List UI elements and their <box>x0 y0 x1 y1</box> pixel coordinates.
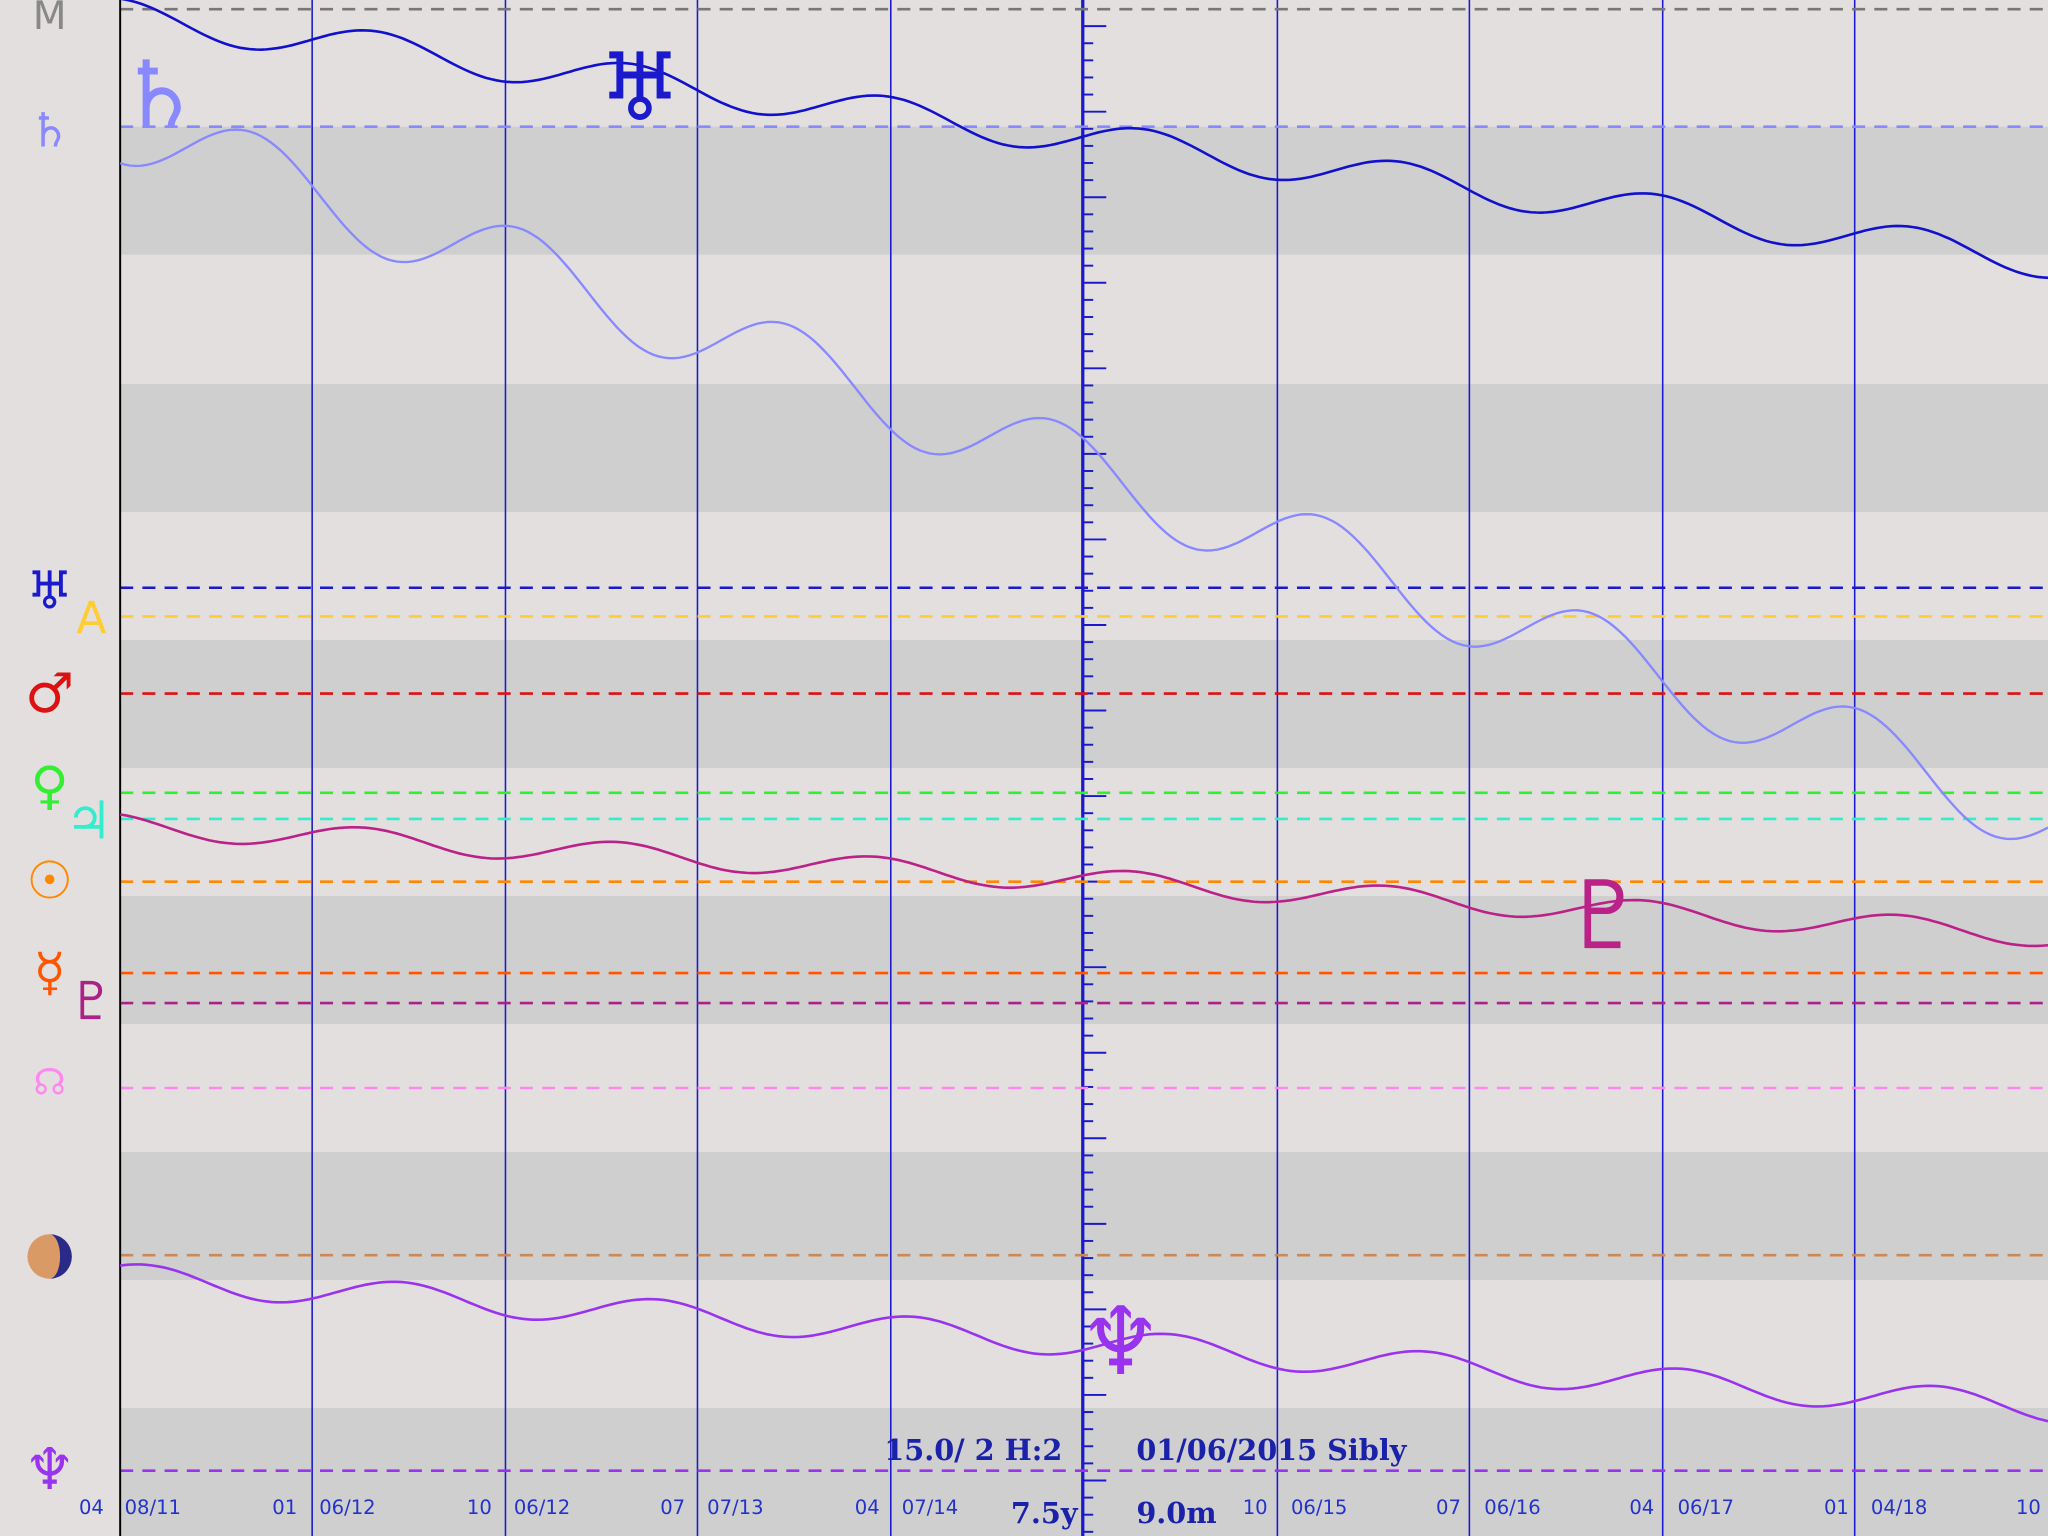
planet-glyph: ♆ <box>24 1436 76 1503</box>
orb-text: 15.0/ 2 H:2 <box>884 1433 1062 1467</box>
planet-glyph: ♅ <box>26 562 73 622</box>
curves <box>119 0 2048 1423</box>
saturn-curve <box>119 128 2048 841</box>
date-label: 04 <box>79 1496 104 1519</box>
neptune-curve <box>120 1263 2048 1423</box>
date-label: 06/15 <box>1291 1496 1347 1519</box>
pluto-curve <box>119 813 2048 948</box>
planet-glyph: ♀ <box>30 756 68 816</box>
date-label: 06/16 <box>1484 1496 1540 1519</box>
planet-glyph: ♄ <box>29 103 71 158</box>
planet-glyph: ♃ <box>65 792 112 852</box>
planet-glyph: ☊ <box>33 1061 65 1104</box>
date-label: 07 <box>660 1496 685 1519</box>
date-label: 04/18 <box>1871 1496 1927 1519</box>
planet-glyph: ♇ <box>68 972 115 1032</box>
curve-glyph: ♇ <box>1562 862 1646 971</box>
span-text: 7.5y <box>1011 1496 1079 1530</box>
date-label: 01 <box>272 1496 297 1519</box>
date-label: 10 <box>1243 1496 1268 1519</box>
date-label: 07/13 <box>707 1496 763 1519</box>
planet-glyph: ☿ <box>34 943 66 1003</box>
date-label: 07 <box>1436 1496 1461 1519</box>
date-label: 04 <box>1629 1496 1654 1519</box>
date-system: 01/06/2015 Sibly <box>1136 1433 1407 1467</box>
moon-phase <box>27 1234 72 1279</box>
curve-glyph: ♅ <box>598 34 682 143</box>
date-label: 06/12 <box>319 1496 375 1519</box>
planet-glyph: A <box>76 593 106 644</box>
planet-glyph: ♂ <box>25 661 74 725</box>
date-label: 01 <box>1824 1496 1849 1519</box>
date-label: 08/11 <box>125 1496 181 1519</box>
step-text: 9.0m <box>1136 1496 1216 1530</box>
planet-glyph: M <box>33 0 67 39</box>
date-label: 06/12 <box>514 1496 570 1519</box>
date-label: 06/17 <box>1678 1496 1734 1519</box>
curve-glyph: ♆ <box>1078 1288 1162 1397</box>
date-label: 07/14 <box>902 1496 958 1519</box>
date-label: 10 <box>2016 1496 2041 1519</box>
moon-dark <box>49 1234 72 1279</box>
curve-glyph: ♄ <box>117 42 201 151</box>
planet-glyph: ☉ <box>26 852 73 912</box>
grid <box>120 0 2048 1536</box>
date-label: 10 <box>467 1496 492 1519</box>
uranus-curve <box>120 0 2048 280</box>
date-label: 04 <box>855 1496 880 1519</box>
labels: M♄♅ A♂♀♃☉☿ ♇☊♆♄ ♅♇♆04 08/11 01 06/12 10 06/12 07 0… <box>24 0 2041 1519</box>
